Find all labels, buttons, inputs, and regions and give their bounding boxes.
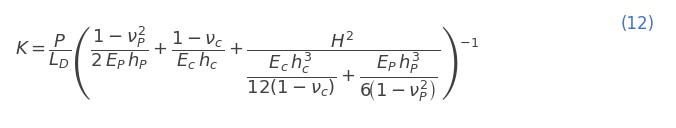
Text: $K = \dfrac{P}{L_D} \left( \dfrac{1 - \nu_P^2}{2\,E_P\,h_P} + \dfrac{1 - \nu_c}{: $K = \dfrac{P}{L_D} \left( \dfrac{1 - \n… xyxy=(15,24,479,104)
Text: (12): (12) xyxy=(621,15,654,33)
